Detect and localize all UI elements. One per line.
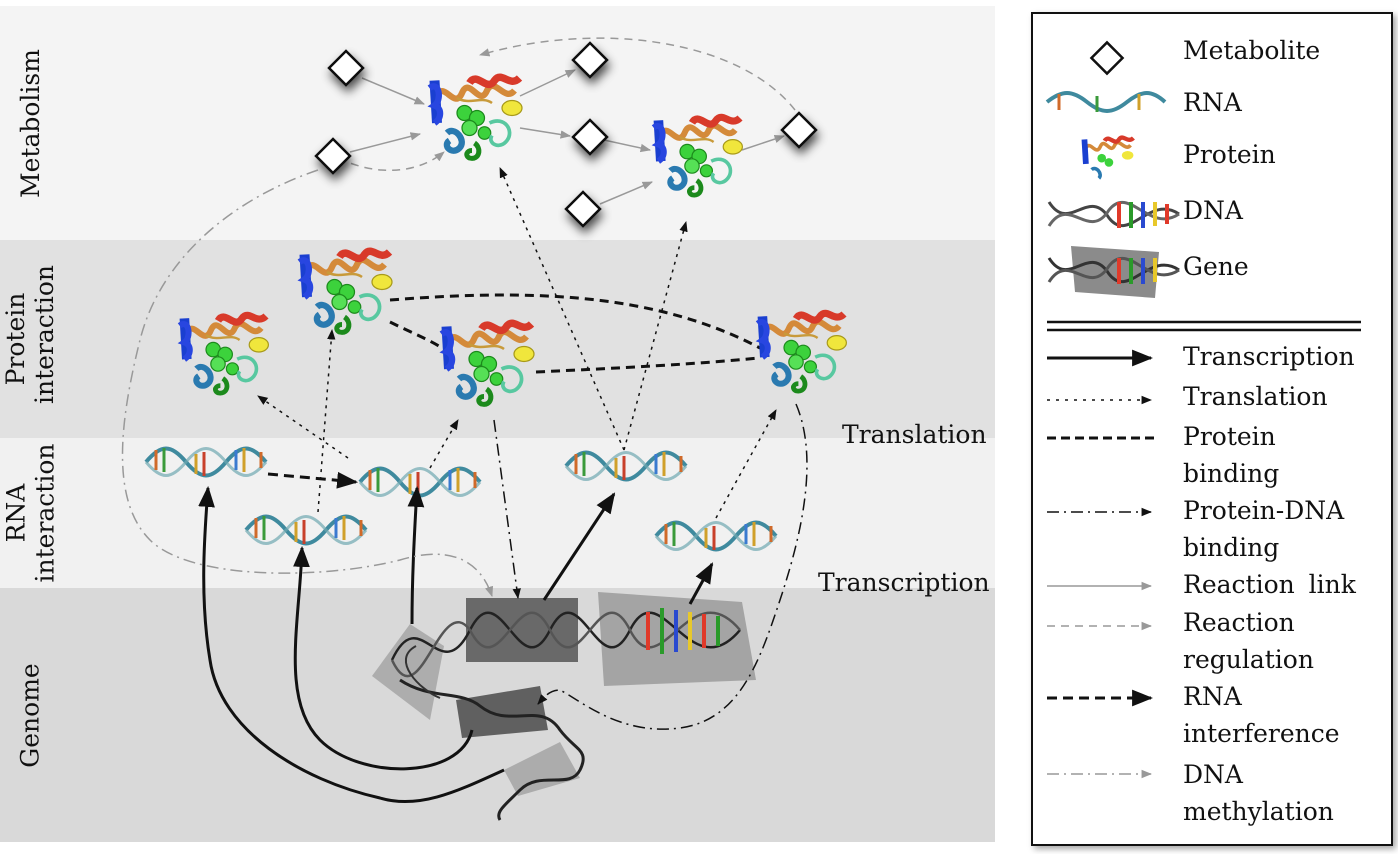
band-rna-interaction (0, 438, 995, 588)
legend: Metabolite RNA Protein DNA Gene Transcri… (1031, 12, 1393, 846)
metabolite-node (564, 190, 602, 228)
protein-node (758, 313, 847, 391)
protein-node (300, 251, 393, 332)
legend-label-gene: Gene (1183, 252, 1249, 281)
legend-label-dna-methylation: DNA methylation (1183, 760, 1334, 826)
gene-icon (1047, 246, 1180, 298)
metabolite-node (327, 49, 365, 87)
rna-icon (1045, 91, 1167, 113)
genome-layer (372, 592, 756, 821)
dna-icon (1047, 200, 1180, 228)
protein-node (442, 323, 535, 404)
protein-icon (1081, 135, 1135, 180)
legend-label-translation: Translation (1183, 382, 1328, 411)
protein-node (430, 77, 523, 158)
legend-label-protein-binding: Protein binding (1183, 422, 1280, 488)
legend-label-rna-interference: RNA interference (1183, 682, 1340, 748)
legend-label-reaction-link: Reaction link (1183, 570, 1356, 599)
network-diagram (121, 37, 1000, 821)
protein-layer (180, 251, 847, 404)
metabolite-node (314, 137, 352, 175)
metabolite-node (571, 118, 609, 156)
rna-layer (144, 446, 778, 552)
legend-graphics (1045, 40, 1361, 779)
metabolism-layer (314, 37, 818, 228)
protein-node (654, 117, 743, 195)
metabolite-node (571, 41, 609, 79)
legend-label-rna: RNA (1183, 88, 1242, 117)
legend-label-protein-dna-binding: Protein-DNA binding (1183, 496, 1345, 562)
level-label-transcription: Transcription (818, 568, 990, 597)
legend-label-metabolite: Metabolite (1183, 36, 1321, 65)
band-metabolism (0, 6, 995, 240)
rna-node (564, 450, 688, 482)
metabolite-icon (1089, 40, 1125, 76)
level-label-translation: Translation (842, 420, 987, 449)
protein-node (180, 315, 269, 393)
metabolite-node (780, 111, 818, 149)
legend-label-transcription: Transcription (1183, 342, 1355, 371)
rna-node (654, 520, 778, 552)
rna-node (144, 446, 268, 478)
legend-label-reaction-regulation: Reaction regulation (1183, 608, 1314, 674)
rna-node (358, 466, 482, 498)
legend-label-dna: DNA (1183, 196, 1243, 225)
rna-node (244, 514, 368, 546)
legend-label-protein: Protein (1183, 140, 1276, 169)
